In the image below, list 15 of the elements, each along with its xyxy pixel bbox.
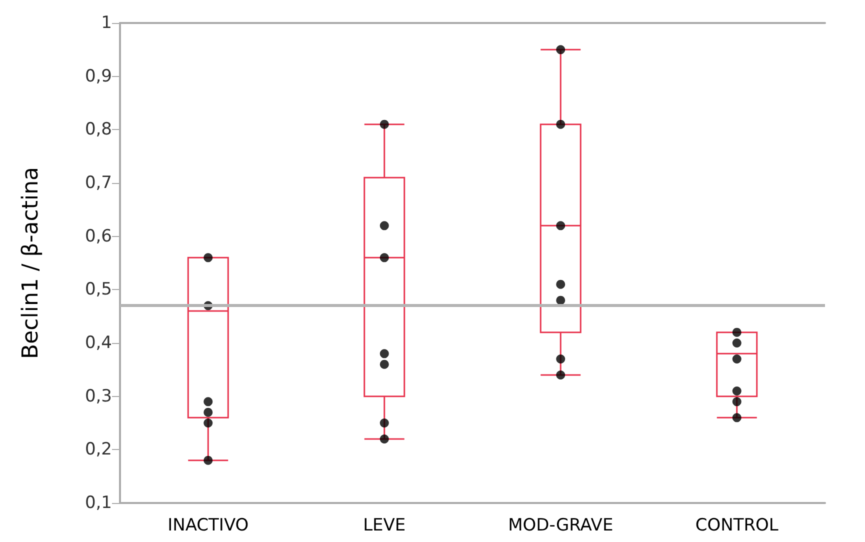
y-axis-title: Beclin1 / β-actina [18,166,44,360]
y-tick-label: 0,4 [84,333,112,353]
y-tick-label: 0,7 [84,173,112,193]
x-tick-label: INACTIVO [168,516,249,536]
x-tick-label: MOD-GRAVE [508,516,614,536]
y-tick-label: 0,1 [84,493,112,513]
y-tick-label: 0,5 [84,280,112,300]
y-tick-label: 1 [101,13,112,33]
x-tick-label: LEVE [363,516,406,536]
y-tick-label: 0,6 [84,226,112,246]
y-tick-label: 0,2 [84,440,112,460]
x-tick-label: CONTROL [695,516,779,536]
y-tick-label: 0,3 [84,386,112,406]
y-tick-label: 0,8 [84,120,112,140]
y-tick-label: 0,9 [84,66,112,86]
